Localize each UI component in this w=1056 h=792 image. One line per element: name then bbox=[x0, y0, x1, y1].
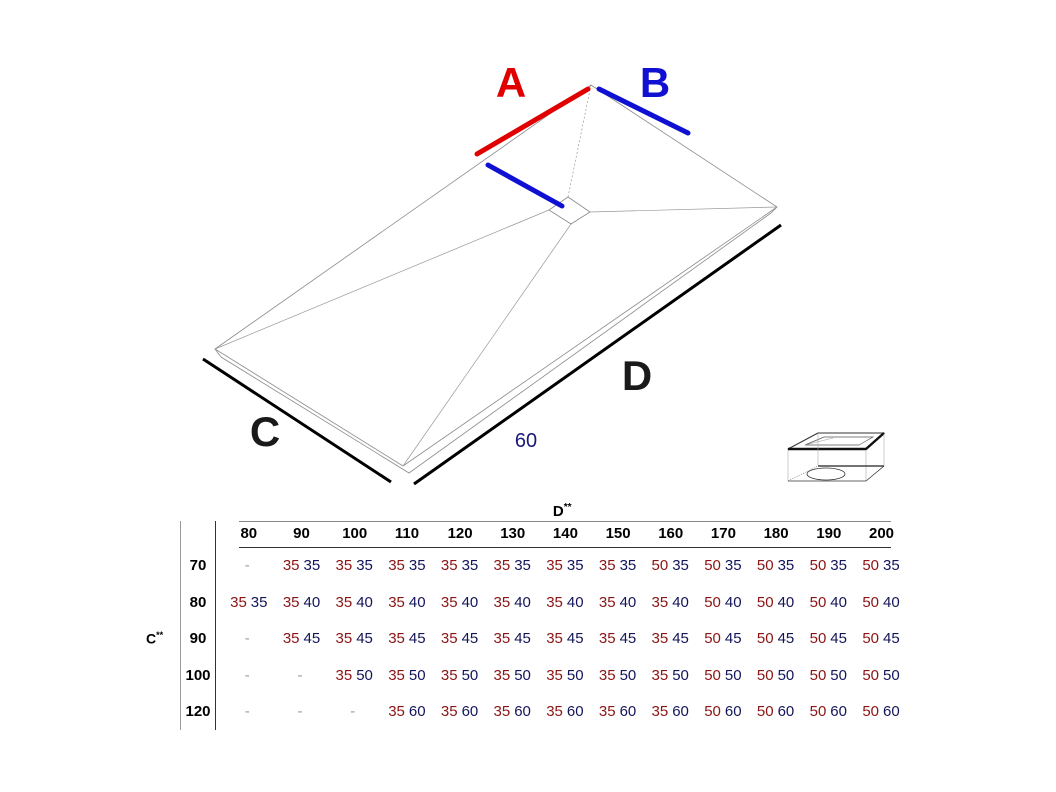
svg-text:C: C bbox=[250, 408, 280, 455]
svg-text:B: B bbox=[640, 59, 670, 106]
svg-text:A: A bbox=[496, 59, 526, 106]
svg-text:60: 60 bbox=[515, 430, 537, 452]
svg-text:D: D bbox=[622, 352, 652, 399]
